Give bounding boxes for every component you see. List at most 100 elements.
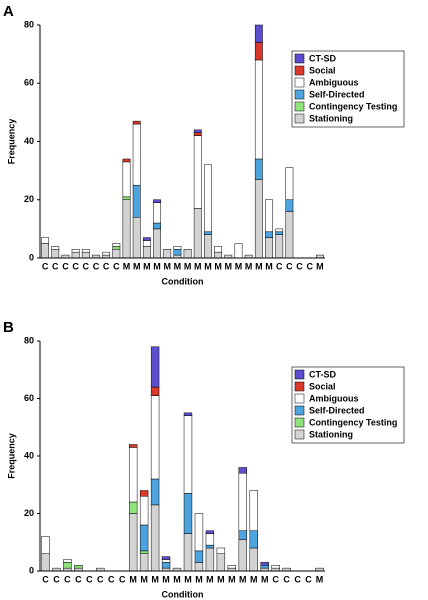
bar-segment <box>153 222 161 230</box>
bar-segment <box>265 231 273 238</box>
bar-segment <box>112 246 121 250</box>
legend-label: CT-SD <box>309 53 337 63</box>
x-tick-label: M <box>151 574 159 584</box>
x-tick-label: M <box>255 261 263 271</box>
legend-label: Self-Directed <box>309 89 365 99</box>
bar-segment <box>173 246 182 250</box>
x-tick-label: C <box>305 574 312 584</box>
bar-segment <box>142 240 151 247</box>
bar-segment <box>214 251 223 259</box>
bar-segment <box>41 243 50 259</box>
x-tick-label: C <box>86 574 93 584</box>
legend-label: Stationing <box>309 429 353 439</box>
bar-segment <box>122 161 131 198</box>
bar-segment <box>128 513 138 572</box>
x-tick-label: M <box>316 574 324 584</box>
x-tick-label: C <box>52 261 59 271</box>
bar-segment <box>214 246 223 253</box>
bar-segment <box>194 550 204 563</box>
y-tick-label: 0 <box>29 565 34 575</box>
bar-segment <box>234 243 243 259</box>
bar-segment <box>249 530 258 549</box>
x-tick-label: M <box>174 261 182 271</box>
bar-segment <box>193 132 202 136</box>
bar-segment <box>161 559 171 563</box>
bar-segment <box>193 208 202 259</box>
x-tick-label: M <box>184 574 192 584</box>
bar-segment <box>153 199 161 203</box>
bar-segment <box>139 553 149 572</box>
bar-segment <box>41 553 50 572</box>
x-tick-label: C <box>72 261 79 271</box>
bar-segment <box>205 544 215 549</box>
bar-segment <box>173 249 182 256</box>
x-tick-label: C <box>119 574 126 584</box>
bar-segment <box>205 547 215 572</box>
x-axis-label: Condition <box>162 589 204 599</box>
bar-segment <box>122 158 131 163</box>
y-axis-label: Frequency <box>6 119 16 165</box>
x-tick-label: C <box>306 261 313 271</box>
bar-segment <box>150 386 160 396</box>
bar-segment <box>102 251 111 256</box>
x-tick-label: M <box>228 574 236 584</box>
bar-segment <box>285 167 294 200</box>
x-tick-label: C <box>272 574 279 584</box>
legend-label: Ambiguous <box>309 393 359 403</box>
bar-segment <box>183 249 192 259</box>
x-tick-label: M <box>194 261 202 271</box>
x-axis-label: Condition <box>162 276 204 286</box>
x-tick-label: M <box>245 261 253 271</box>
x-tick-label: C <box>42 261 49 271</box>
bar-segment <box>249 547 258 572</box>
bar-segment <box>150 395 160 480</box>
legend-swatch <box>294 101 305 112</box>
panel-label: B <box>3 319 14 336</box>
x-tick-label: C <box>108 574 115 584</box>
x-tick-label: M <box>184 261 192 271</box>
x-tick-label: C <box>42 574 49 584</box>
legend-swatch <box>294 417 305 428</box>
x-tick-label: M <box>261 574 269 584</box>
legend-swatch <box>294 429 305 440</box>
bar-segment <box>204 164 212 233</box>
x-tick-label: M <box>173 574 181 584</box>
y-tick-label: 60 <box>24 393 34 403</box>
x-tick-label: M <box>225 261 233 271</box>
legend-swatch <box>294 89 305 100</box>
bar-segment <box>260 565 269 569</box>
bar-segment <box>254 179 263 259</box>
x-tick-label: M <box>204 261 212 271</box>
y-tick-label: 20 <box>24 508 34 518</box>
legend-label: Contingency Testing <box>309 101 397 111</box>
bar-segment <box>254 42 263 61</box>
x-tick-label: M <box>133 261 141 271</box>
x-tick-label: M <box>206 574 214 584</box>
x-tick-label: M <box>129 574 137 584</box>
bar-segment <box>163 249 172 259</box>
bar-segment <box>216 553 226 572</box>
x-tick-label: C <box>296 261 303 271</box>
x-tick-label: C <box>83 261 90 271</box>
bar-segment <box>275 231 284 235</box>
bar-segment <box>139 524 149 552</box>
y-tick-label: 80 <box>24 19 34 29</box>
bar-segment <box>183 415 193 494</box>
bar-segment <box>285 211 294 259</box>
legend-swatch <box>294 381 305 392</box>
legend-label: Contingency Testing <box>309 417 397 427</box>
x-tick-label: M <box>143 261 151 271</box>
x-tick-label: C <box>62 261 69 271</box>
bar-segment <box>204 234 212 259</box>
legend-swatch <box>294 77 305 88</box>
y-tick-label: 60 <box>24 78 34 88</box>
y-tick-label: 0 <box>29 252 34 262</box>
bar-segment <box>74 565 83 569</box>
bar-segment <box>194 562 204 572</box>
x-tick-label: M <box>162 574 170 584</box>
bar-segment <box>205 530 215 534</box>
x-tick-label: C <box>283 574 290 584</box>
legend-box <box>291 366 405 444</box>
bar-segment <box>51 246 60 250</box>
